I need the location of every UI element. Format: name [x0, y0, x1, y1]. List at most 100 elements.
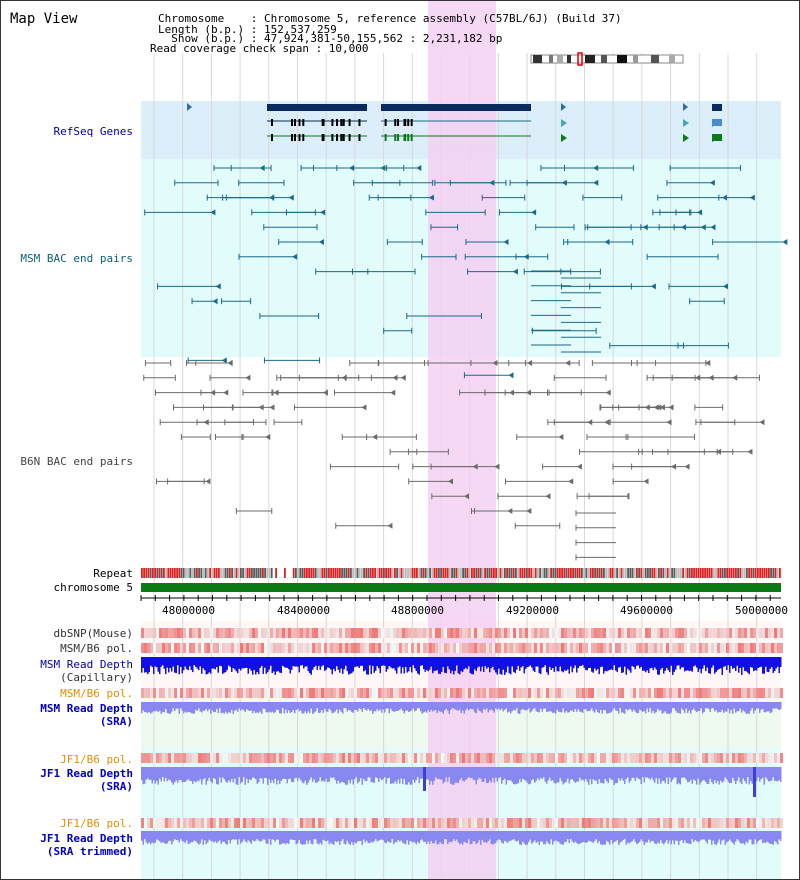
- msm-capillary-depth-bar: [177, 657, 179, 666]
- msm-b6-pol-cell: [744, 643, 747, 653]
- msm-b6-pol-cell: [498, 643, 501, 653]
- jf1-b6-pol-cell: [615, 753, 618, 763]
- msm-b6-pol-cell: [609, 643, 612, 653]
- msm-b6-pol-cell: [585, 643, 588, 653]
- gene-exon: [348, 119, 351, 126]
- b6n-bac-label[interactable]: B6N BAC end pairs: [20, 455, 133, 468]
- msm-capillary-depth-bar: [583, 657, 585, 668]
- repeat-element: [451, 568, 453, 578]
- msm-b6-pol-cell: [483, 643, 486, 653]
- repeat-element: [398, 568, 401, 578]
- msm-capillary-depth-bar: [157, 657, 159, 672]
- msm-capillary-depth-bar: [234, 657, 236, 670]
- msm-sra-depth-bar: [717, 702, 719, 713]
- gene-exon: [358, 119, 361, 126]
- jf1-sra-depth-bar: [741, 767, 743, 785]
- jf1-sra-depth-bar: [246, 767, 248, 779]
- jf1-trimmed-depth-bar: [742, 831, 744, 844]
- jf1-trimmed-depth-bar: [363, 831, 365, 840]
- jf1-trimmed-depth-bar: [286, 831, 288, 844]
- gene-exon: [322, 134, 325, 141]
- jf1-trimmed-depth-bar: [244, 831, 246, 842]
- dbsnp-cell: [597, 628, 600, 638]
- jf1-sra-depth-bar: [348, 767, 350, 781]
- dbsnp-cell: [498, 628, 501, 638]
- dbsnp-cell: [648, 628, 651, 638]
- msm-capillary-depth-bar: [448, 657, 450, 670]
- refseq-genes-label[interactable]: RefSeq Genes: [53, 125, 133, 138]
- jf1-sra-depth-bar: [703, 767, 705, 781]
- msm-capillary-depth-bar: [351, 657, 353, 674]
- jf1-sra-depth-bar: [567, 767, 569, 779]
- msm-b6-pol-cell: [150, 643, 153, 653]
- repeat-element: [717, 568, 720, 578]
- repeat-element: [418, 568, 420, 578]
- jf1-sra-depth-bar: [709, 767, 711, 779]
- jf1-sra-depth-bar: [402, 767, 404, 785]
- msm-sra-depth-bar: [472, 702, 474, 710]
- msm-capillary-depth-bar: [451, 657, 453, 671]
- dbsnp-cell: [291, 628, 294, 638]
- msm-sra-depth-bar: [537, 702, 539, 712]
- jf1-b6-pol-cell: [597, 818, 600, 828]
- msm-b6-pol-cell: [660, 688, 663, 698]
- msm-sra-depth-bar: [183, 702, 185, 714]
- msm-sra-depth-bar: [382, 702, 384, 710]
- gene-exon: [394, 119, 397, 126]
- jf1-b6-pol-cell: [360, 818, 363, 828]
- msm-sra-depth-bar: [529, 702, 531, 713]
- jf1-sra-depth-bar: [406, 767, 408, 785]
- msm-b6-pol-cell: [201, 688, 204, 698]
- msm-sra-depth-bar: [151, 702, 153, 713]
- msm-b6-pol-cell: [228, 643, 231, 653]
- jf1-b6-pol-cell: [270, 818, 273, 828]
- msm-capillary-depth-bar: [306, 657, 308, 667]
- jf1-b6-pol-cell: [591, 818, 594, 828]
- msm-capillary-depth-bar: [714, 657, 716, 674]
- jf1-b6-pol-cell: [501, 753, 504, 763]
- msm-sra-depth-bar: [198, 702, 200, 709]
- jf1-sra-depth-bar: [603, 767, 605, 784]
- msm-capillary-depth-bar: [664, 657, 666, 671]
- jf1-sra-depth-bar: [256, 767, 258, 784]
- msm-b6-pol-cell: [327, 688, 330, 698]
- repeat-element: [743, 568, 746, 578]
- dbsnp-cell: [300, 628, 303, 638]
- jf1-sra-depth-bar: [447, 767, 449, 782]
- jf1-sra-depth-bar: [540, 767, 542, 778]
- msm-capillary-depth-bar: [325, 657, 327, 670]
- msm-sra-depth-bar: [622, 702, 624, 713]
- jf1-trimmed-depth-bar: [712, 831, 714, 841]
- jf1-trimmed-depth-bar: [771, 831, 773, 844]
- jf1-trimmed-depth-bar: [216, 831, 218, 844]
- repeat-element: [169, 568, 172, 578]
- repeat-element: [596, 568, 599, 578]
- msm-bac-label[interactable]: MSM BAC end pairs: [20, 252, 133, 265]
- jf1-b6-pol-cell: [681, 818, 684, 828]
- jf1-b6-pol-cell: [411, 818, 414, 828]
- msm-b6-pol-cell: [540, 688, 543, 698]
- msm-sra-depth-bar: [541, 702, 543, 712]
- msm-b6-pol-cell: [312, 688, 315, 698]
- jf1-sra-depth-bar: [141, 767, 143, 781]
- repeat-element: [629, 568, 632, 578]
- jf1-b6-pol-cell: [327, 818, 330, 828]
- jf1-b6-pol-cell: [207, 753, 210, 763]
- msm-sra-depth-bar: [682, 702, 684, 711]
- msm-capillary-depth-bar: [471, 657, 473, 675]
- msm-sra-depth-bar: [670, 702, 672, 713]
- jf1-trimmed-depth-bar: [402, 831, 404, 843]
- msm-b6-pol-cell: [465, 643, 468, 653]
- dbsnp-cell: [603, 628, 606, 638]
- jf1-sra-depth-bar: [432, 767, 434, 785]
- repeat-element: [721, 568, 724, 578]
- msm-capillary-depth-bar: [256, 657, 258, 673]
- repeat-element: [449, 568, 451, 578]
- jf1-sra-depth-bar: [442, 767, 444, 784]
- msm-sra-depth-bar: [178, 702, 180, 714]
- repeat-element: [517, 568, 519, 578]
- msm-b6-pol-cell: [423, 688, 426, 698]
- repeat-element: [198, 568, 200, 578]
- msm-b6-pol-cell: [708, 688, 711, 698]
